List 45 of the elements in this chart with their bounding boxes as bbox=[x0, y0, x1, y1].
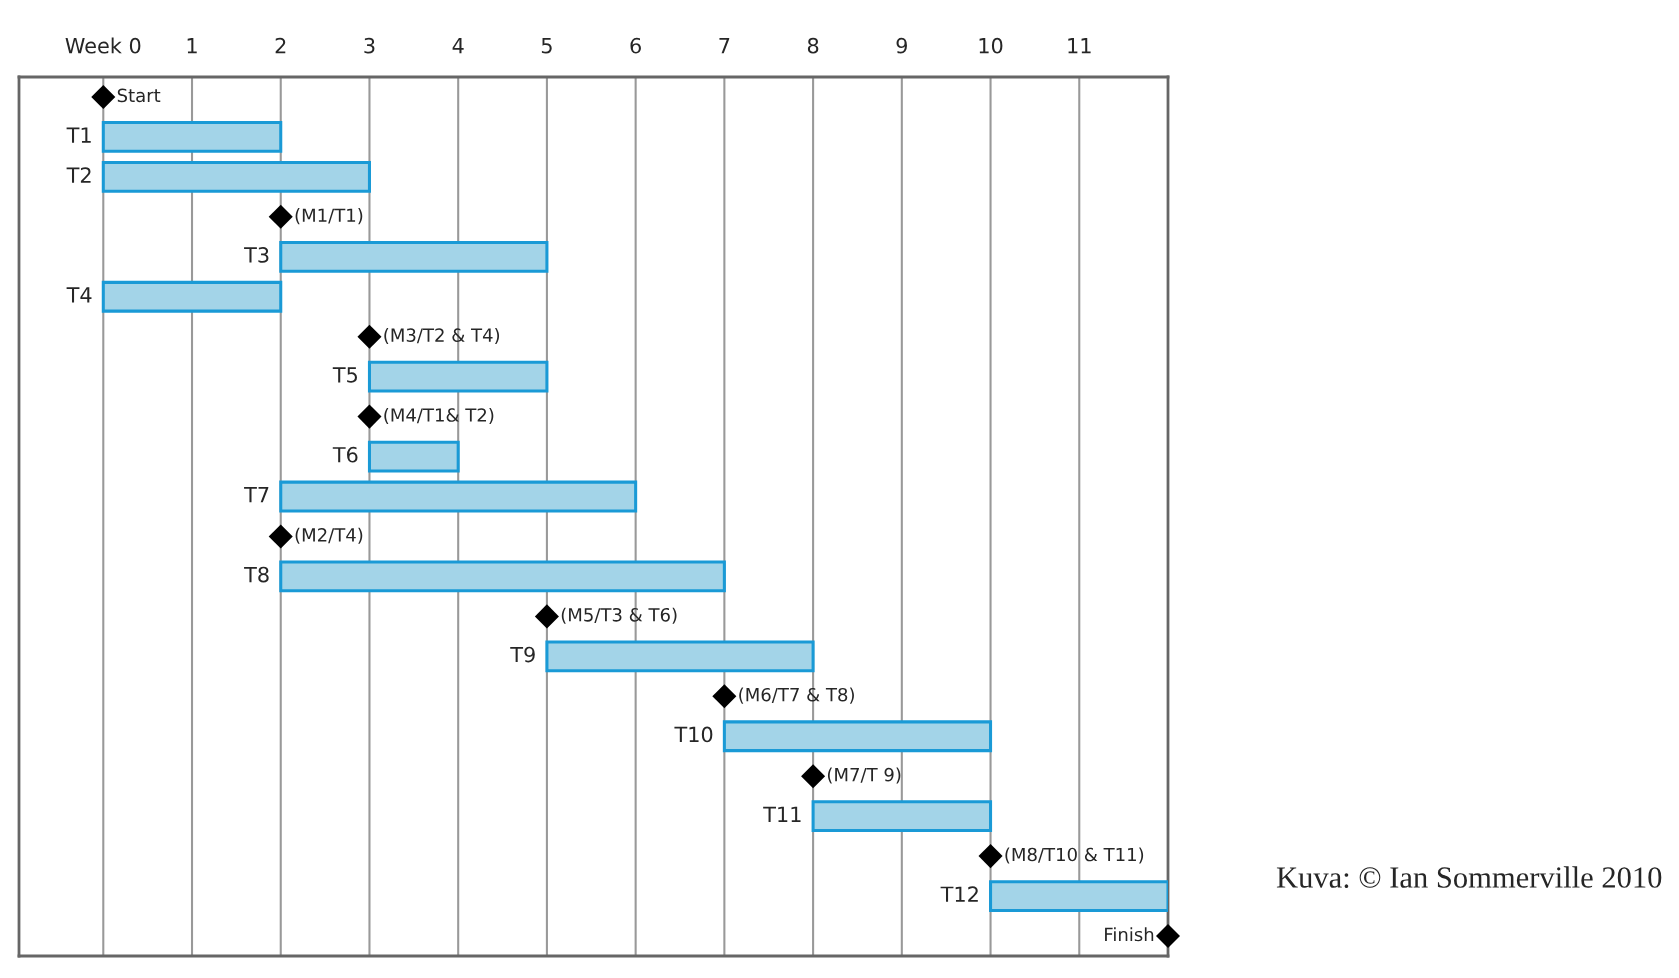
y-tick-label: (M8/T10 & T11) bbox=[1005, 847, 1144, 864]
x-tick-label: 7 bbox=[719, 38, 730, 54]
x-tick-label: 3 bbox=[364, 37, 375, 54]
point bbox=[801, 764, 826, 789]
y-tick-label: T9 bbox=[510, 646, 535, 663]
y-tick-label: (M7/T 9) bbox=[827, 767, 901, 784]
y-tick-label: T10 bbox=[674, 726, 713, 743]
y-tick-label: T12 bbox=[940, 886, 978, 902]
x-tick-label: 11 bbox=[1068, 38, 1091, 54]
y-tick-label: (M4/T1& T2) bbox=[384, 407, 494, 424]
point bbox=[268, 524, 293, 549]
point bbox=[357, 324, 382, 349]
point bbox=[357, 404, 382, 429]
y-tick-label: T1 bbox=[66, 127, 91, 143]
y-tick-label: (M1/T1) bbox=[295, 208, 363, 225]
point bbox=[91, 84, 116, 110]
text: Kuva: © Ian Sommerville 2010 bbox=[1276, 866, 1662, 888]
x-tick-label: Week 0 bbox=[65, 37, 141, 54]
point bbox=[534, 604, 559, 629]
x-tick-label: 8 bbox=[807, 37, 819, 54]
y-tick-label: T2 bbox=[66, 167, 91, 183]
y-tick-label: (M3/T2 & T4) bbox=[384, 327, 500, 345]
y-tick-label: T4 bbox=[66, 287, 92, 303]
x-tick-label: 4 bbox=[452, 38, 464, 54]
y-tick-label: Finish bbox=[1105, 927, 1154, 942]
y-tick-label: (M5/T3 & T6) bbox=[561, 607, 677, 624]
y-tick-label: Start bbox=[117, 88, 161, 103]
x-tick-label: 1 bbox=[187, 38, 197, 54]
point bbox=[1155, 923, 1181, 949]
y-tick-label: T3 bbox=[244, 247, 269, 263]
y-tick-label: T8 bbox=[244, 566, 269, 583]
point bbox=[712, 684, 737, 709]
x-tick-label: 6 bbox=[630, 37, 641, 54]
point bbox=[268, 204, 293, 229]
y-tick-label: (M2/T4) bbox=[295, 527, 363, 544]
y-tick-label: T7 bbox=[244, 487, 269, 503]
x-tick-label: 9 bbox=[896, 37, 907, 54]
y-tick-label: T11 bbox=[763, 806, 801, 822]
y-tick-label: T5 bbox=[332, 367, 357, 383]
x-tick-label: 2 bbox=[275, 37, 286, 54]
x-tick-label: 10 bbox=[979, 37, 1003, 54]
x-tick-label: 5 bbox=[541, 38, 552, 54]
point bbox=[978, 844, 1003, 869]
y-tick-label: T6 bbox=[332, 446, 358, 463]
y-tick-label: (M6/T7 & T8) bbox=[739, 687, 854, 704]
